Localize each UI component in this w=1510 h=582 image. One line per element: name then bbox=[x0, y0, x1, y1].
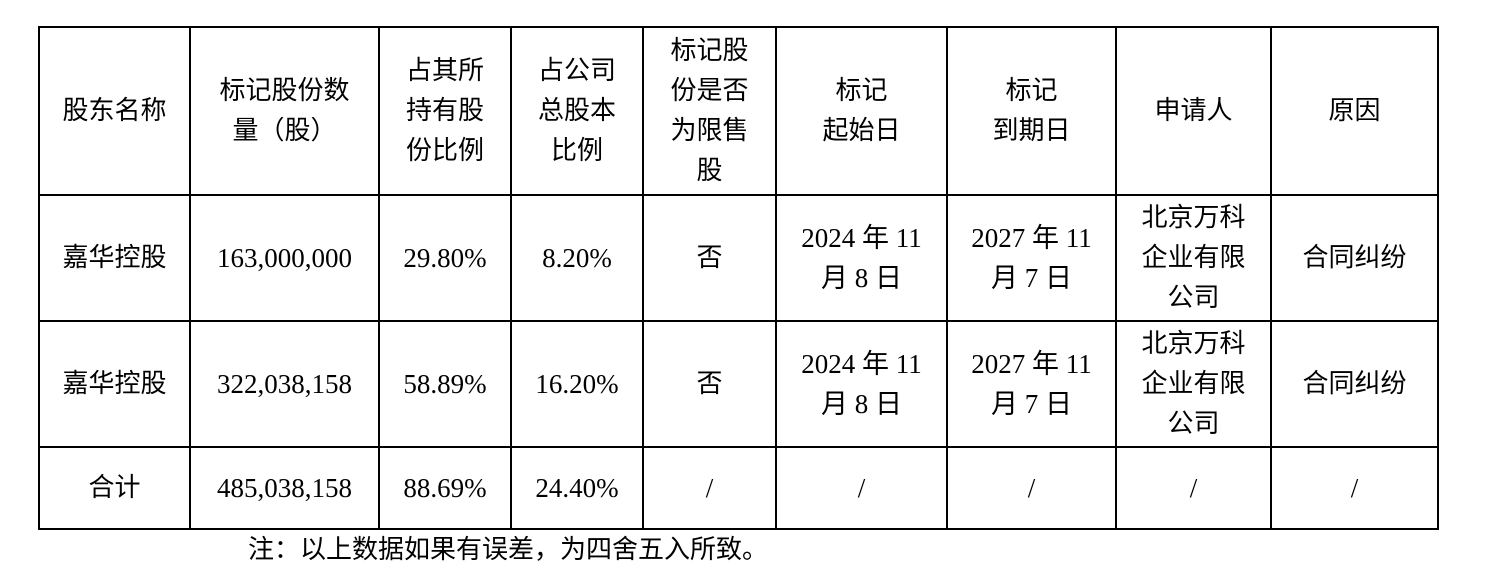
cell-end-date: 2027 年 11 月 7 日 bbox=[946, 194, 1117, 322]
header-shareholder-name: 股东名称 bbox=[38, 26, 191, 196]
cell-marked-shares: 163,000,000 bbox=[189, 194, 380, 322]
cell-reason: 合同纠纷 bbox=[1270, 194, 1439, 322]
header-applicant: 申请人 bbox=[1115, 26, 1272, 196]
cell-pct-of-holdings: 29.80% bbox=[378, 194, 512, 322]
table-header-row: 股东名称 标记股份数 量（股） 占其所 持有股 份比例 占公司 总股本 比例 标… bbox=[38, 26, 1439, 196]
cell-total-marked-shares: 485,038,158 bbox=[189, 446, 380, 530]
table-row: 嘉华控股 163,000,000 29.80% 8.20% 否 2024 年 1… bbox=[38, 194, 1439, 322]
header-is-restricted: 标记股 份是否 为限售 股 bbox=[642, 26, 777, 196]
share-marking-table: 股东名称 标记股份数 量（股） 占其所 持有股 份比例 占公司 总股本 比例 标… bbox=[38, 26, 1439, 530]
cell-pct-of-total-capital: 16.20% bbox=[510, 320, 644, 448]
cell-reason: 合同纠纷 bbox=[1270, 320, 1439, 448]
header-reason: 原因 bbox=[1270, 26, 1439, 196]
cell-total-pct-of-holdings: 88.69% bbox=[378, 446, 512, 530]
header-end-date: 标记 到期日 bbox=[946, 26, 1117, 196]
cell-total-label: 合计 bbox=[38, 446, 191, 530]
header-start-date: 标记 起始日 bbox=[775, 26, 948, 196]
cell-end-date: 2027 年 11 月 7 日 bbox=[946, 320, 1117, 448]
header-pct-of-total-capital: 占公司 总股本 比例 bbox=[510, 26, 644, 196]
cell-marked-shares: 322,038,158 bbox=[189, 320, 380, 448]
table-row: 嘉华控股 322,038,158 58.89% 16.20% 否 2024 年 … bbox=[38, 320, 1439, 448]
table-footnote: 注：以上数据如果有误差，为四舍五入所致。 bbox=[248, 535, 769, 565]
table-total-row: 合计 485,038,158 88.69% 24.40% / / / / / bbox=[38, 446, 1439, 530]
cell-total-start-date: / bbox=[775, 446, 948, 530]
header-marked-shares: 标记股份数 量（股） bbox=[189, 26, 380, 196]
cell-applicant: 北京万科 企业有限 公司 bbox=[1115, 320, 1272, 448]
header-pct-of-holdings: 占其所 持有股 份比例 bbox=[378, 26, 512, 196]
cell-total-reason: / bbox=[1270, 446, 1439, 530]
cell-pct-of-total-capital: 8.20% bbox=[510, 194, 644, 322]
cell-is-restricted: 否 bbox=[642, 194, 777, 322]
cell-shareholder-name: 嘉华控股 bbox=[38, 194, 191, 322]
cell-is-restricted: 否 bbox=[642, 320, 777, 448]
cell-total-is-restricted: / bbox=[642, 446, 777, 530]
cell-start-date: 2024 年 11 月 8 日 bbox=[775, 194, 948, 322]
cell-total-applicant: / bbox=[1115, 446, 1272, 530]
cell-shareholder-name: 嘉华控股 bbox=[38, 320, 191, 448]
cell-pct-of-holdings: 58.89% bbox=[378, 320, 512, 448]
cell-start-date: 2024 年 11 月 8 日 bbox=[775, 320, 948, 448]
cell-applicant: 北京万科 企业有限 公司 bbox=[1115, 194, 1272, 322]
cell-total-end-date: / bbox=[946, 446, 1117, 530]
cell-total-pct-of-total-capital: 24.40% bbox=[510, 446, 644, 530]
